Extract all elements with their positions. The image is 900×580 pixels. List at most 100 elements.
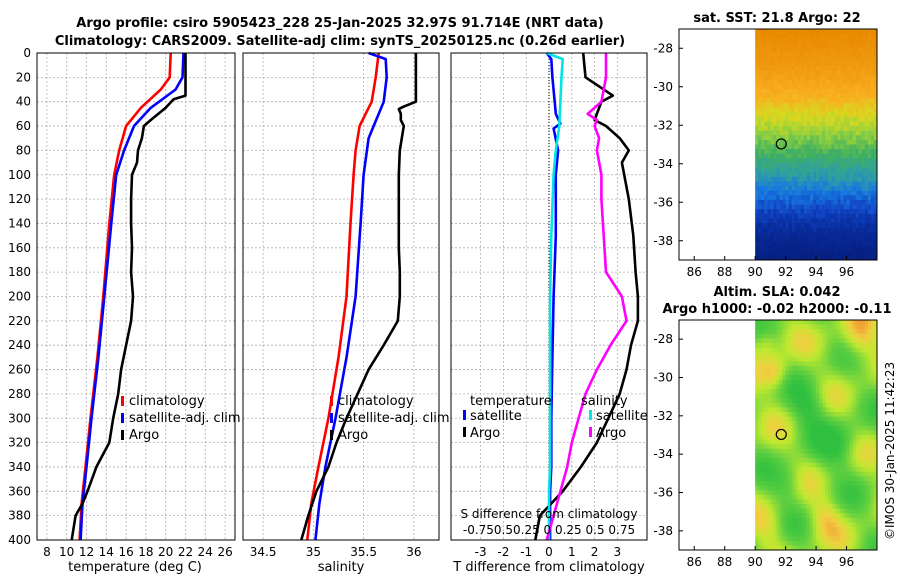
map-cell xyxy=(785,139,790,145)
map-cell xyxy=(806,425,811,431)
map-cell xyxy=(755,444,759,450)
map-cell xyxy=(809,144,814,150)
map-cell xyxy=(843,531,847,537)
map-cell xyxy=(794,162,799,168)
map-cell xyxy=(831,545,835,551)
map-cell xyxy=(758,356,762,362)
map-cell xyxy=(758,112,762,118)
map-cell xyxy=(831,398,835,404)
map-cell xyxy=(816,435,820,440)
map-cell xyxy=(843,356,847,362)
map-cell xyxy=(758,536,762,542)
map-cell xyxy=(834,47,838,53)
map-cell xyxy=(809,167,814,173)
map-cell xyxy=(870,485,875,491)
map-cell xyxy=(761,504,765,509)
map-cell xyxy=(806,347,811,353)
x-tick-label: -2 xyxy=(497,545,509,559)
map-cell xyxy=(809,343,814,348)
map-cell xyxy=(791,458,796,463)
map-cell xyxy=(803,52,808,58)
map-cell xyxy=(770,112,774,118)
map-cell xyxy=(858,139,863,145)
map-cell xyxy=(773,513,777,519)
map-cell xyxy=(755,384,759,390)
map-cell xyxy=(767,333,771,339)
map-cell xyxy=(773,467,777,473)
map-cell xyxy=(761,246,765,252)
map-cell xyxy=(849,126,854,132)
map-cell xyxy=(840,33,844,39)
map-cell xyxy=(785,172,790,178)
map-cell xyxy=(791,389,796,394)
map-cell xyxy=(819,172,823,178)
map-cell xyxy=(794,343,799,348)
map-cell xyxy=(800,522,805,528)
map-cell xyxy=(809,75,814,81)
map-cell xyxy=(861,458,866,463)
map-cell xyxy=(843,190,847,196)
map-cell xyxy=(861,343,866,348)
map-cell xyxy=(803,481,808,486)
map-cell xyxy=(840,352,844,358)
map-cell xyxy=(837,421,841,427)
map-cell xyxy=(855,218,860,224)
map-cell xyxy=(870,329,875,335)
map-cell xyxy=(755,47,759,53)
map-cell xyxy=(761,379,765,385)
map-cell xyxy=(785,389,790,394)
map-cell xyxy=(791,485,796,491)
map-cell xyxy=(779,499,783,505)
map-cell xyxy=(767,89,771,95)
map-cell xyxy=(855,52,860,58)
map-cell xyxy=(755,343,759,348)
map-cell xyxy=(803,494,808,500)
map-cell xyxy=(761,513,765,519)
map-cell xyxy=(764,347,768,353)
map-cell xyxy=(837,370,841,376)
map-cell xyxy=(776,490,780,496)
map-cell xyxy=(849,508,854,514)
map-cell xyxy=(870,343,875,348)
map-cell xyxy=(855,190,860,196)
map-cell xyxy=(828,361,832,367)
map-cell xyxy=(825,33,829,39)
map-cell xyxy=(837,199,841,205)
map-cell xyxy=(761,135,765,141)
map-cell xyxy=(809,522,814,528)
map-cell xyxy=(797,536,802,542)
map-cell xyxy=(870,89,875,95)
map-cell xyxy=(776,439,780,445)
map-cell xyxy=(773,471,777,477)
y-tick-label: 60 xyxy=(16,119,31,133)
map-cell xyxy=(831,56,835,62)
map-cell xyxy=(813,412,817,417)
map-cell xyxy=(864,499,869,505)
map-cell xyxy=(773,522,777,528)
map-cell xyxy=(858,126,863,132)
map-cell xyxy=(809,112,814,118)
map-cell xyxy=(858,453,863,459)
map-cell xyxy=(800,149,805,155)
map-cell xyxy=(873,172,878,178)
map-cell xyxy=(809,232,814,238)
map-cell xyxy=(846,47,850,53)
map-cell xyxy=(837,116,841,122)
map-cell xyxy=(779,29,783,35)
map-cell xyxy=(843,89,847,95)
map-cell xyxy=(822,218,826,224)
map-cell xyxy=(800,93,805,99)
map-cell xyxy=(788,144,793,150)
map-cell xyxy=(822,52,826,58)
map-cell xyxy=(788,70,793,76)
map-cell xyxy=(761,241,765,247)
map-cell xyxy=(803,47,808,53)
map-cell xyxy=(831,232,835,238)
map-cell xyxy=(828,324,832,330)
map-cell xyxy=(809,439,814,445)
map-cell xyxy=(770,522,774,528)
map-cell xyxy=(755,241,759,247)
map-cell xyxy=(873,476,878,482)
map-cell xyxy=(825,70,829,76)
map-cell xyxy=(834,412,838,417)
